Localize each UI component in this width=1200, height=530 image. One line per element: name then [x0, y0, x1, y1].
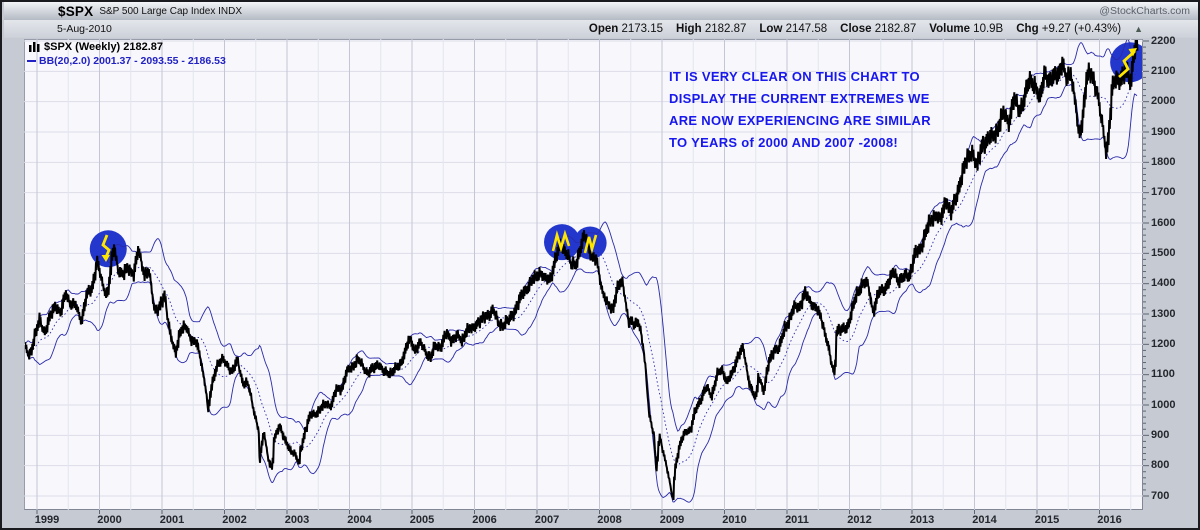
y-axis-label: 2100 [1151, 64, 1176, 77]
y-axis-label: 700 [1151, 489, 1170, 502]
x-axis-label: 2008 [597, 514, 622, 526]
quote-line: Open 2173.15 High 2182.87 Low 2147.58 Close… [588, 23, 1143, 35]
y-axis-label: 2000 [1151, 95, 1176, 108]
chart-date: 5-Aug-2010 [57, 23, 112, 35]
y-axis-label: 1500 [1151, 246, 1176, 259]
price-legend: $SPX (Weekly) 2182.87 [29, 41, 163, 53]
y-axis-label: 1400 [1151, 277, 1176, 290]
x-axis-label: 2007 [534, 514, 560, 526]
x-axis-label: 2013 [909, 514, 935, 526]
annotation-text: IT IS VERY CLEAR ON THIS CHART TO DISPLA… [669, 69, 931, 150]
y-axis-label: 1600 [1151, 216, 1176, 229]
x-axis-label: 2000 [97, 514, 122, 526]
y-axis-label: 900 [1151, 428, 1170, 441]
x-axis-label: 1999 [34, 514, 60, 526]
y-axis-label: 2200 [1151, 34, 1176, 47]
x-axis-label: 2016 [1097, 514, 1122, 526]
x-axis-label: 2003 [284, 514, 310, 526]
y-axis-label: 800 [1151, 459, 1170, 472]
y-axis-label: 1000 [1151, 398, 1176, 411]
stockcharts-credit: @StockCharts.com [1099, 5, 1190, 17]
change-up-arrow-icon: ▲ [1134, 24, 1143, 34]
x-axis-label: 2009 [659, 514, 685, 526]
y-axis-label: 1900 [1151, 125, 1176, 138]
x-axis-label: 2011 [785, 514, 809, 526]
symbol-description: S&P 500 Large Cap Index INDX [99, 5, 243, 17]
bb-line-swatch-icon [27, 60, 36, 62]
y-axis-label: 1100 [1151, 368, 1175, 381]
x-axis-label: 2002 [222, 514, 247, 526]
x-axis-label: 2014 [972, 514, 997, 526]
quote-bar: 5-Aug-2010 Open 2173.15 High 2182.87 Low 2… [4, 20, 1198, 38]
chart-type-icon [29, 42, 40, 52]
chart-title-bar: $SPX S&P 500 Large Cap Index INDX @Stock… [4, 2, 1198, 20]
x-axis-label: 2006 [472, 514, 497, 526]
x-axis-label: 2010 [722, 514, 747, 526]
x-axis-label: 2015 [1034, 514, 1060, 526]
x-axis-label: 2004 [347, 514, 372, 526]
bollinger-legend: BB(20,2.0) 2001.37 - 2093.55 - 2186.53 [27, 55, 226, 67]
y-axis-label: 1800 [1151, 155, 1176, 168]
x-axis-label: 2001 [159, 514, 185, 526]
y-axis-label: 1700 [1151, 186, 1176, 199]
y-axis-label: 1200 [1151, 337, 1176, 350]
y-axis-label: 1300 [1151, 307, 1176, 320]
x-axis-label: 2005 [409, 514, 435, 526]
symbol: $SPX [58, 3, 94, 19]
x-axis-label: 2012 [847, 514, 872, 526]
plot-area [24, 39, 1143, 510]
